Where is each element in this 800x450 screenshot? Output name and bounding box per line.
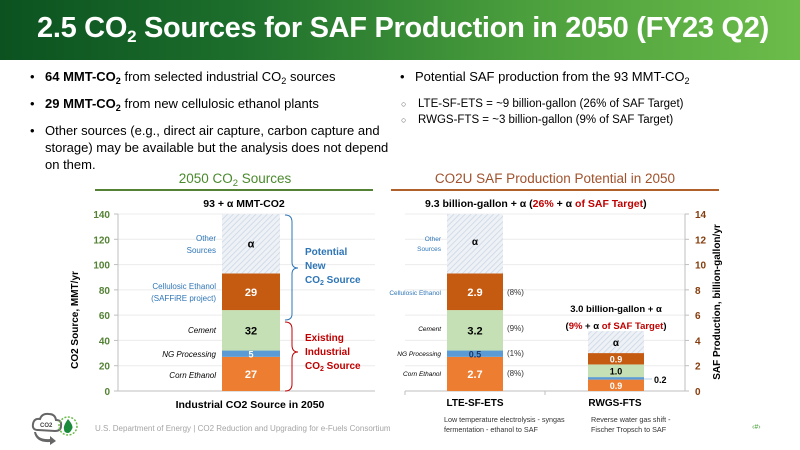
sub-bullet-item: RWGS-FTS = ~3 billion-gallon (9% of SAF … (400, 112, 790, 128)
consortium-logo-icon: CO2 (31, 412, 78, 445)
lte-description: Low temperature electrolysis - syngas fe… (444, 415, 565, 434)
left-section-title: 2050 CO2 Sources (178, 171, 292, 189)
bar-value-label: 1.0 (610, 366, 623, 376)
bar-segment-corn-ethanol (222, 356, 280, 391)
bar-value-label: 2.7 (467, 369, 482, 381)
right-chart-title: 9.3 billion-gallon + α (26% + α of SAF T… (425, 198, 647, 210)
bar-segment-cellulosic-ethanol (588, 353, 644, 365)
right-y-tick-label: 6 (695, 311, 701, 322)
pct-label-corn: (8%) (507, 369, 524, 378)
bar-segment-corn-ethanol (447, 356, 503, 391)
rwgs-ng-value: 0.2 (654, 375, 667, 385)
pct-label-cement: (9%) (507, 324, 524, 333)
bullet-item: 29 MMT-CO2 from new cellulosic ethanol p… (30, 95, 400, 117)
bar-segment-ng-processing (588, 377, 644, 380)
page-number: ‹#› (752, 424, 761, 431)
right-y-tick-label: 4 (695, 336, 701, 347)
cellulosic-label: Cellulosic Ethanol (389, 290, 441, 297)
bar-value-label: α (613, 338, 620, 349)
bar-value-label: 29 (245, 287, 257, 299)
bar-value-label: 0.9 (610, 354, 623, 364)
cellulosic-label: (SAFFiRE project) (151, 294, 216, 303)
left-y-tick-label: 60 (99, 311, 111, 322)
bar-segment-corn-ethanol (588, 379, 644, 391)
other-sources-label: Other (196, 234, 216, 243)
title-banner: 2.5 CO2 Sources for SAF Production in 20… (0, 0, 800, 60)
cellulosic-label: Cellulosic Ethanol (152, 282, 216, 291)
corn-ethanol-label: Corn Ethanol (403, 371, 441, 378)
right-y-tick-label: 8 (695, 286, 701, 297)
bar-segment-cement (222, 310, 280, 351)
rwgs-annotation-target: (9% + α of SAF Target) (566, 321, 667, 332)
right-y-tick-label: 14 (695, 210, 707, 221)
x-category-label: RWGS-FTS (588, 398, 641, 409)
left-section-divider (95, 189, 373, 191)
left-y-tick-label: 140 (93, 210, 110, 221)
right-section-divider (391, 189, 719, 191)
bar-value-label: α (248, 239, 255, 251)
bar-value-label: 3.2 (467, 325, 482, 337)
bar-segment-other-sources (447, 214, 503, 274)
bar-segment-ng-processing (447, 350, 503, 357)
rwgs-annotation: 3.0 billion-gallon + α (570, 304, 662, 315)
cement-label: Cement (188, 326, 217, 335)
right-bullet-list: Potential SAF production from the 93 MMT… (400, 68, 790, 128)
pct-label-ng: (1%) (507, 349, 524, 358)
x-category-label: LTE-SF-ETS (446, 398, 503, 409)
bar-segment-cement (588, 364, 644, 378)
right-y-tick-label: 2 (695, 362, 701, 373)
left-y-tick-label: 40 (99, 336, 111, 347)
rwgs-description: Reverse water gas shift - Fischer Tropsc… (591, 415, 671, 434)
ng-processing-label: NG Processing (397, 351, 441, 358)
bar-value-label: 32 (245, 325, 257, 337)
left-y-tick-label: 0 (104, 387, 110, 398)
bar-segment-cellulosic-ethanol (447, 273, 503, 311)
pct-label-cellulosic: (8%) (507, 288, 524, 297)
bar-segment-cellulosic-ethanol (222, 273, 280, 311)
corn-ethanol-label: Corn Ethanol (169, 371, 216, 380)
bar-value-label: 2.9 (467, 287, 482, 299)
bar-value-label: 5 (248, 350, 253, 360)
bullet-item: 64 MMT-CO2 from selected industrial CO2 … (30, 68, 400, 90)
left-y-tick-label: 80 (99, 286, 111, 297)
new-source-annotation: Potential New CO2 Source (305, 247, 361, 287)
bar-segment-other-sources (222, 214, 280, 274)
left-bullet-list: 64 MMT-CO2 from selected industrial CO2 … (30, 68, 400, 178)
other-sources-label: Other (425, 236, 442, 243)
bullet-item: Other sources (e.g., direct air capture,… (30, 122, 400, 173)
left-y-tick-label: 100 (93, 261, 110, 272)
bullet-item: Potential SAF production from the 93 MMT… (400, 68, 790, 90)
footer-text: U.S. Department of Energy | CO2 Reductio… (95, 424, 391, 433)
bar-segment-other-sources (588, 331, 644, 354)
left-x-axis-label: Industrial CO2 Source in 2050 (176, 399, 325, 411)
right-y-tick-label: 10 (695, 261, 707, 272)
right-y-tick-label: 12 (695, 235, 707, 246)
right-y-axis-label: SAF Production, billion-gallon/yr (712, 224, 723, 380)
left-y-tick-label: 20 (99, 362, 111, 373)
bar-segment-ng-processing (222, 350, 280, 357)
new-source-brace (284, 214, 299, 321)
slide-title: 2.5 CO2 Sources for SAF Production in 20… (37, 12, 769, 46)
sub-bullet-item: LTE-SF-ETS = ~9 billion-gallon (26% of S… (400, 96, 790, 112)
other-sources-label: Sources (417, 246, 442, 253)
bar-value-label: 0.5 (469, 350, 482, 360)
svg-text:CO2: CO2 (40, 423, 53, 429)
bar-value-label: 27 (245, 369, 257, 381)
bar-value-label: 0.9 (610, 381, 623, 391)
right-y-tick-label: 0 (695, 387, 701, 398)
existing-source-annotation: Existing Industrial CO2 Source (305, 333, 361, 373)
bar-segment-cement (447, 310, 503, 351)
ng-processing-label: NG Processing (162, 350, 216, 359)
bar-value-label: α (472, 237, 479, 248)
left-chart-title: 93 + α MMT-CO2 (203, 198, 285, 210)
cement-label: Cement (418, 326, 442, 333)
right-section-title: CO2U SAF Production Potential in 2050 (434, 171, 676, 186)
other-sources-label: Sources (187, 246, 216, 255)
existing-source-brace (284, 321, 299, 392)
left-y-axis-label: CO2 Source, MMT/yr (70, 271, 81, 369)
left-y-tick-label: 120 (93, 235, 110, 246)
